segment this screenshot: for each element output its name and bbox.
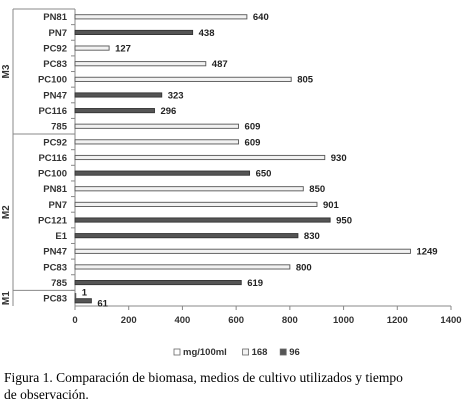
bar-168 [74,186,304,192]
data-label-168: 487 [212,59,228,70]
data-label-168: 930 [331,153,347,164]
group-label-m1: M1 [1,291,12,305]
data-label-168: 1249 [416,247,437,258]
category-label: PN7 [49,28,67,39]
bar-96 [74,170,251,176]
category-label: PC83 [43,262,67,273]
bar-168 [74,14,248,20]
data-label-96: 323 [168,90,184,101]
data-label-96: 650 [256,169,272,180]
bar-168 [74,139,240,145]
bar-96 [74,280,242,286]
legend-label: mg/100ml [183,347,227,358]
category-label: PC100 [38,75,67,86]
data-label-168: 609 [245,137,261,148]
bar-168 [74,154,326,161]
data-label-96: 296 [160,106,176,117]
bar-168 [74,123,240,129]
x-tick-label: 1200 [387,315,408,326]
category-label: PN81 [43,184,67,195]
data-label-96: 438 [199,28,215,39]
group-label-m3: M3 [1,64,12,78]
figure-caption: Figura 1. Comparación de biomasa, medios… [4,369,464,403]
category-label: PC121 [38,215,68,226]
bar-168 [74,264,291,270]
legend-label: 96 [289,347,300,358]
category-label: PC116 [38,106,67,117]
caption-line-2: de observación. [4,387,89,402]
data-label-168: 901 [323,200,340,211]
category-label: PN81 [43,12,67,23]
bar-168 [74,293,77,299]
x-tick-label: 1000 [333,315,354,326]
x-tick-label: 800 [282,315,298,326]
bar-168 [74,201,318,207]
x-tick-label: 200 [121,315,137,326]
bar-168 [74,76,292,82]
category-label: 785 [51,122,68,133]
data-label-96: 61 [97,299,108,310]
category-label: PC116 [38,153,67,164]
x-tick-label: 600 [228,315,244,326]
data-label-168: 800 [296,262,312,273]
legend-swatch [279,348,287,356]
bar-96 [74,217,331,223]
legend-swatch [242,348,250,356]
category-label: PN47 [43,90,67,101]
category-label: PC92 [43,43,67,54]
data-label-168: 850 [309,184,325,195]
category-label: PC100 [38,169,67,180]
category-label: PN47 [43,247,67,258]
biomass-bar-chart: 0 200 400 600 800 1000 1200 1400 PN81 PN7 PC92 PC83… [1,8,462,358]
category-label: 785 [51,278,68,289]
category-label: PC83 [43,294,67,305]
bar-168 [74,248,411,254]
bar-96 [74,92,163,98]
category-label: PC92 [43,137,67,148]
legend-swatch [173,348,181,356]
category-label: PC83 [43,59,67,70]
x-tick-label: 0 [72,315,77,326]
data-label-96: 619 [247,278,263,289]
data-label-168: 127 [115,43,131,54]
x-tick-label: 400 [174,315,190,326]
group-label-m2: M2 [1,205,12,219]
bar-168 [74,45,110,51]
legend-label: 168 [252,347,268,358]
data-label-96: 830 [304,231,320,242]
data-label-168: 640 [253,12,269,23]
data-label-168: 1 [82,287,88,298]
category-label: PN7 [49,200,67,211]
bar-168 [74,61,207,67]
bar-96 [74,108,155,114]
caption-line-1: Figura 1. Comparación de biomasa, medios… [4,370,403,385]
bar-96 [74,233,299,239]
bar-96 [74,29,194,35]
data-label-168: 609 [245,122,261,133]
data-label-168: 805 [297,75,314,86]
data-label-96: 950 [336,215,352,226]
category-label: E1 [55,231,67,242]
x-tick-label: 1400 [440,315,461,326]
bar-96 [74,298,92,304]
